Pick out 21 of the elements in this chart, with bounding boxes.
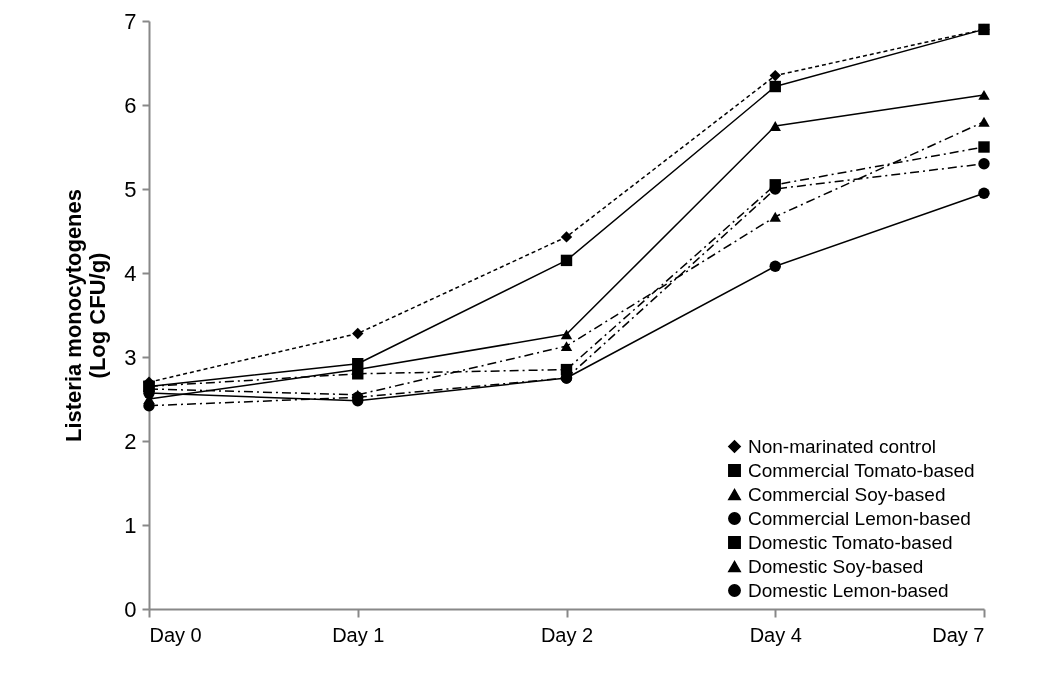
legend-label: Non-marinated control <box>748 435 936 457</box>
x-tick-label: Day 7 <box>932 623 985 646</box>
y-tick-label: 0 <box>124 596 137 622</box>
legend-label: Domestic Lemon-based <box>748 579 949 601</box>
y-tick-label: 3 <box>124 344 137 370</box>
legend-label: Commercial Soy-based <box>748 483 946 505</box>
legend-label: Domestic Soy-based <box>748 555 924 577</box>
x-tick-label: Day 0 <box>149 623 202 646</box>
y-tick-label: 2 <box>124 428 137 454</box>
y-tick-label: 1 <box>124 512 137 538</box>
x-tick-label: Day 4 <box>749 623 802 646</box>
legend-label: Commercial Lemon-based <box>748 507 971 529</box>
y-tick-label: 6 <box>124 92 137 118</box>
y-tick-label: 5 <box>124 176 137 202</box>
y-axis-title: Listeria monocytogenes (Log CFU/g) <box>61 188 111 443</box>
legend-label: Commercial Tomato-based <box>748 459 975 481</box>
y-tick-label: 4 <box>124 260 137 286</box>
legend-label: Domestic Tomato-based <box>748 531 953 553</box>
x-tick-label: Day 2 <box>540 623 594 646</box>
y-tick-label: 7 <box>124 8 137 34</box>
x-tick-label: Day 1 <box>332 623 385 646</box>
